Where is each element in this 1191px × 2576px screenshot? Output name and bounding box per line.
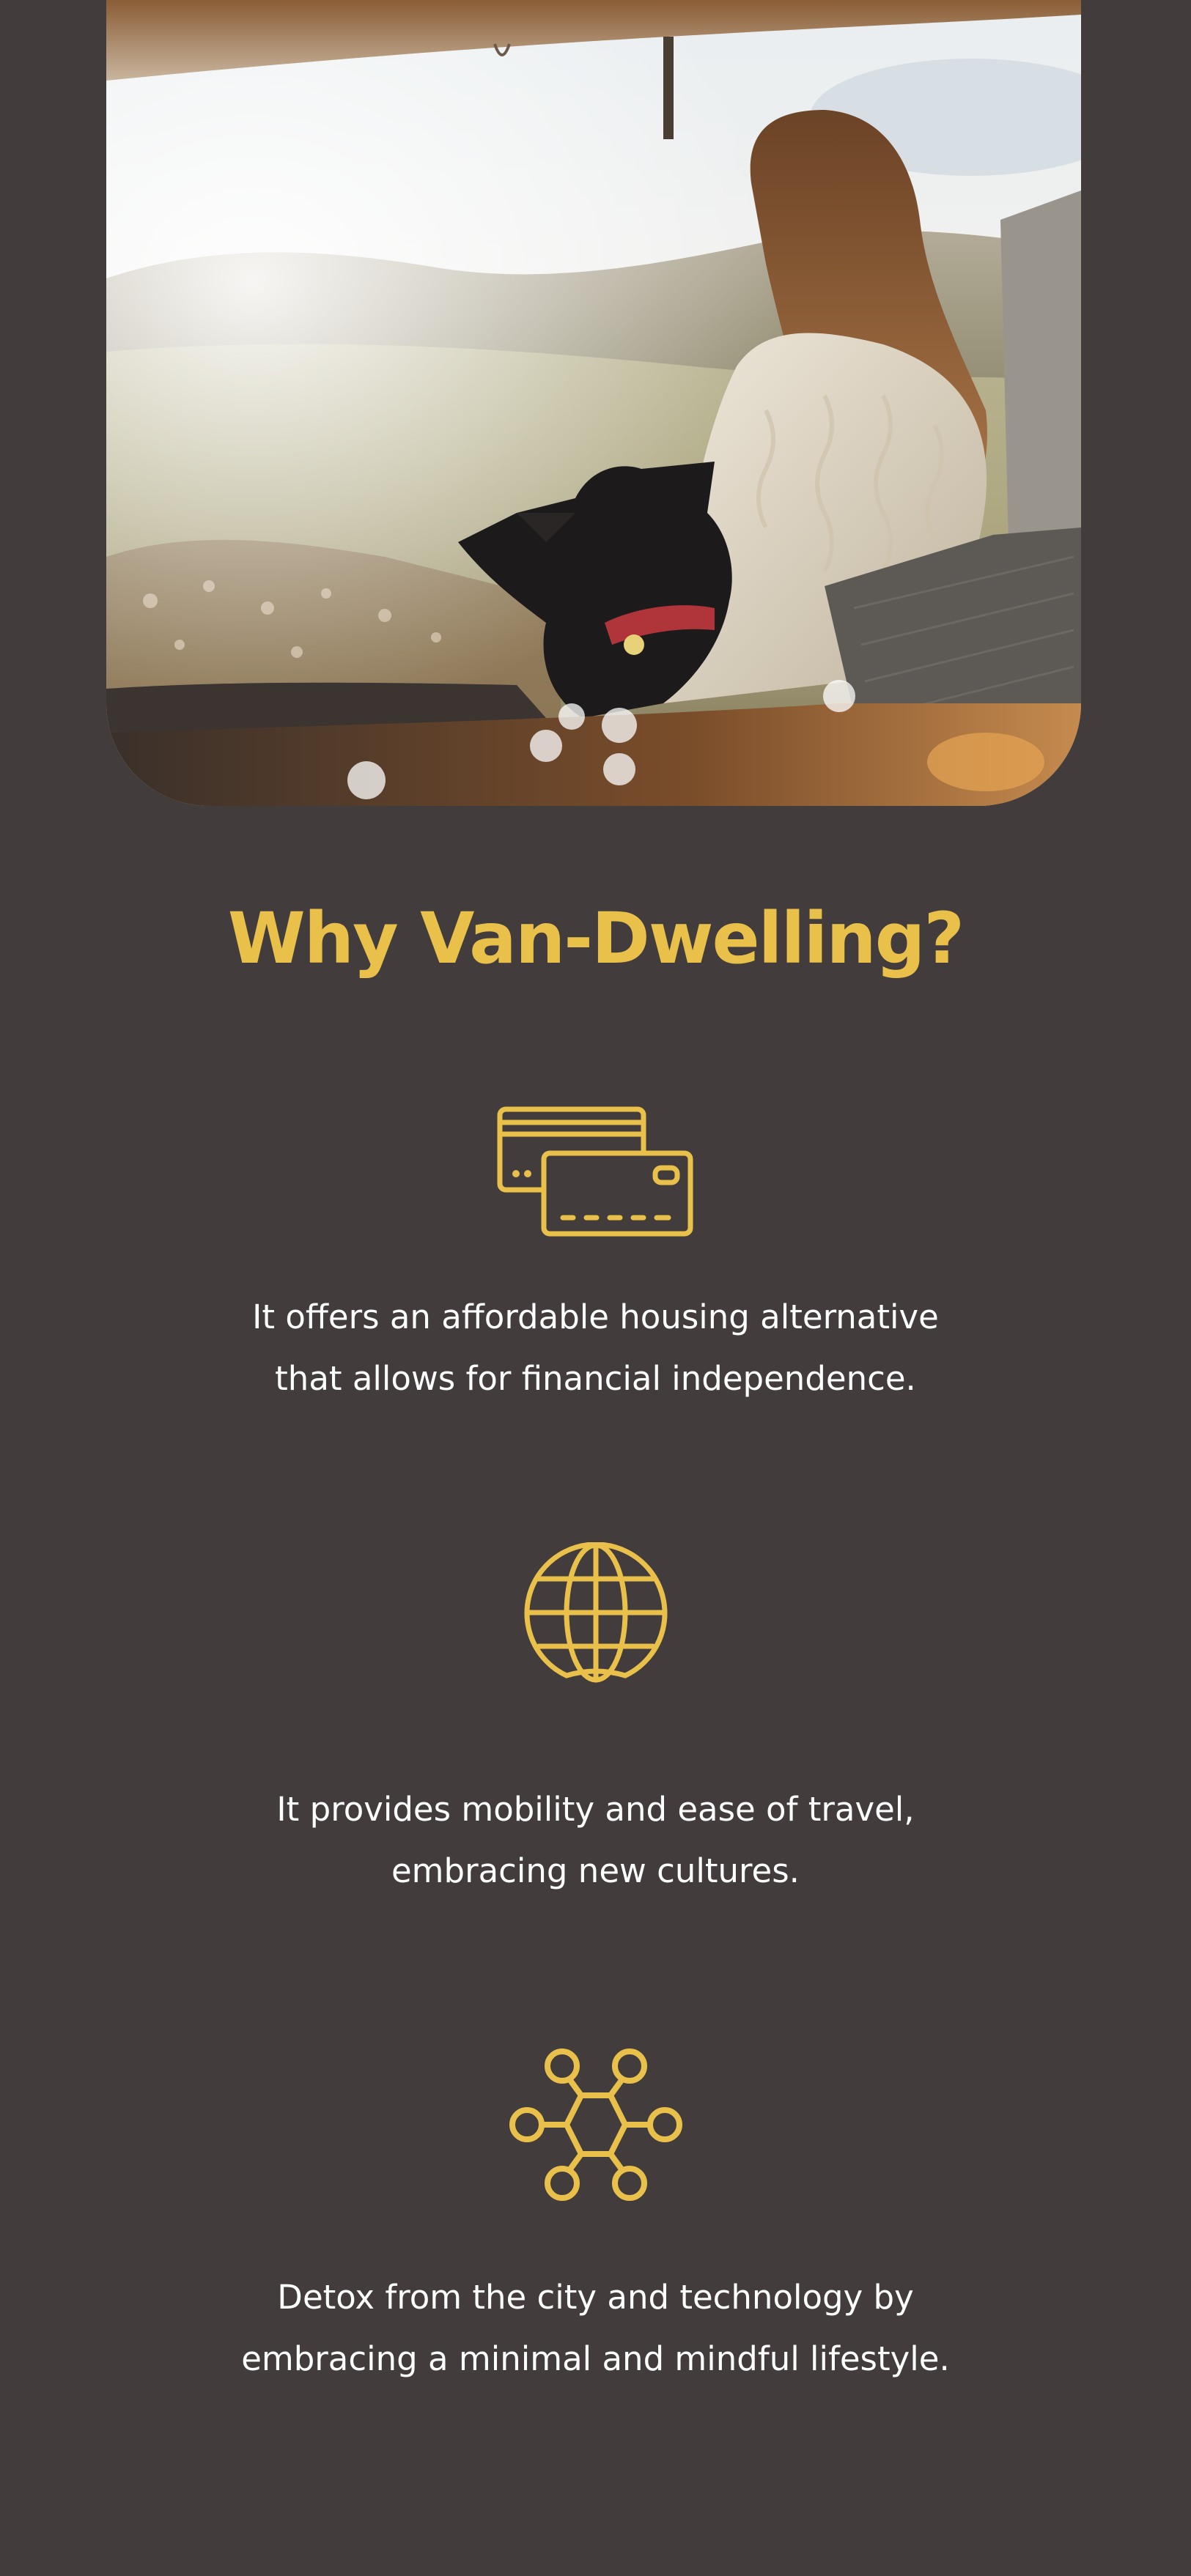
feature-2-line-1: It provides mobility and ease of travel, (276, 1790, 915, 1829)
feature-text-3: Detox from the city and technology by em… (0, 2267, 1191, 2390)
globe-icon (524, 1542, 667, 1683)
feature-icon-2 (0, 1542, 1191, 1689)
feature-3-line-2: embracing a minimal and mindful lifestyl… (241, 2339, 950, 2378)
feature-text-2: It provides mobility and ease of travel,… (0, 1779, 1191, 1902)
feature-3-line-1: Detox from the city and technology by (277, 2278, 914, 2317)
section-title: Why Van-Dwelling? (227, 897, 965, 980)
feature-icon-1 (0, 1106, 1191, 1238)
woman-and-dog-in-van-photo (106, 0, 1081, 806)
hero-photo (106, 0, 1081, 806)
credit-cards-icon (497, 1106, 693, 1237)
feature-1-line-2: that allows for financial independence. (275, 1359, 916, 1398)
feature-2-line-2: embracing new cultures. (391, 1851, 800, 1890)
network-hexagon-icon (509, 2048, 682, 2201)
feature-icon-3 (0, 2044, 1191, 2205)
feature-1-line-1: It offers an affordable housing alternat… (252, 1298, 939, 1336)
feature-text-1: It offers an affordable housing alternat… (0, 1287, 1191, 1410)
